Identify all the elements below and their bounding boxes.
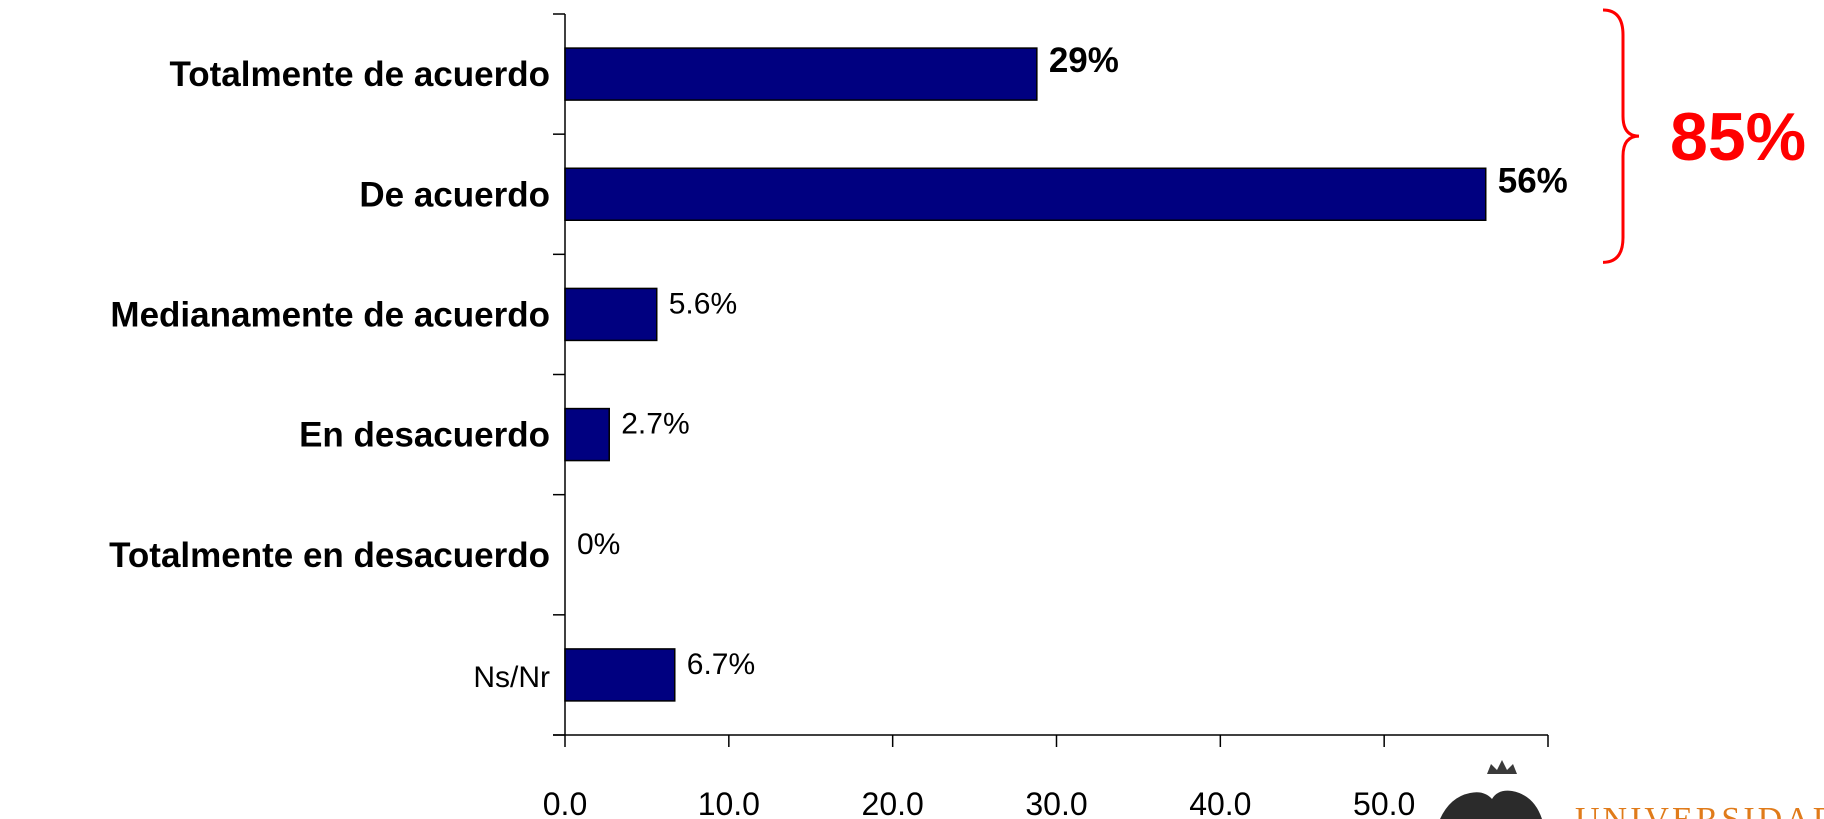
x-tick-label: 30.0 <box>1025 786 1087 819</box>
emblem-icon <box>1440 790 1542 819</box>
bar <box>564 287 658 342</box>
x-tick-label: 0.0 <box>543 786 587 819</box>
bar <box>564 648 676 702</box>
category-label: Totalmente en desacuerdo <box>109 536 550 575</box>
category-labels: Totalmente de acuerdo De acuerdo Medianame… <box>109 55 550 694</box>
data-label: 0% <box>577 528 620 561</box>
x-tick-labels: 0.0 10.0 20.0 30.0 40.0 50.0 <box>543 786 1416 819</box>
bar <box>564 167 1487 221</box>
data-label: 6.7% <box>687 648 755 681</box>
category-label: De acuerdo <box>359 175 550 214</box>
university-logo: UNIVERSIDAD <box>1440 760 1824 819</box>
x-tick-label: 20.0 <box>862 786 924 819</box>
data-label: 5.6% <box>669 287 737 320</box>
axes <box>553 13 1549 747</box>
bars <box>564 47 1487 702</box>
category-label: Medianamente de acuerdo <box>110 295 550 334</box>
total-annotation: 85% <box>1670 99 1806 175</box>
total-brace <box>1602 8 1640 264</box>
crown-icon <box>1487 760 1517 774</box>
data-label: 29% <box>1049 41 1119 80</box>
x-tick-label: 50.0 <box>1353 786 1415 819</box>
category-label: Ns/Nr <box>473 661 550 694</box>
bar <box>564 407 610 462</box>
category-label: En desacuerdo <box>299 416 550 455</box>
data-label: 2.7% <box>621 408 689 441</box>
data-label: 56% <box>1498 161 1568 200</box>
data-labels: 29% 56% 5.6% 2.7% 0% 6.7% <box>577 41 1568 681</box>
x-tick-label: 40.0 <box>1189 786 1251 819</box>
logo-text: UNIVERSIDAD <box>1575 801 1824 819</box>
x-tick-label: 10.0 <box>698 786 760 819</box>
category-label: Totalmente de acuerdo <box>169 55 550 94</box>
bar <box>564 47 1038 101</box>
